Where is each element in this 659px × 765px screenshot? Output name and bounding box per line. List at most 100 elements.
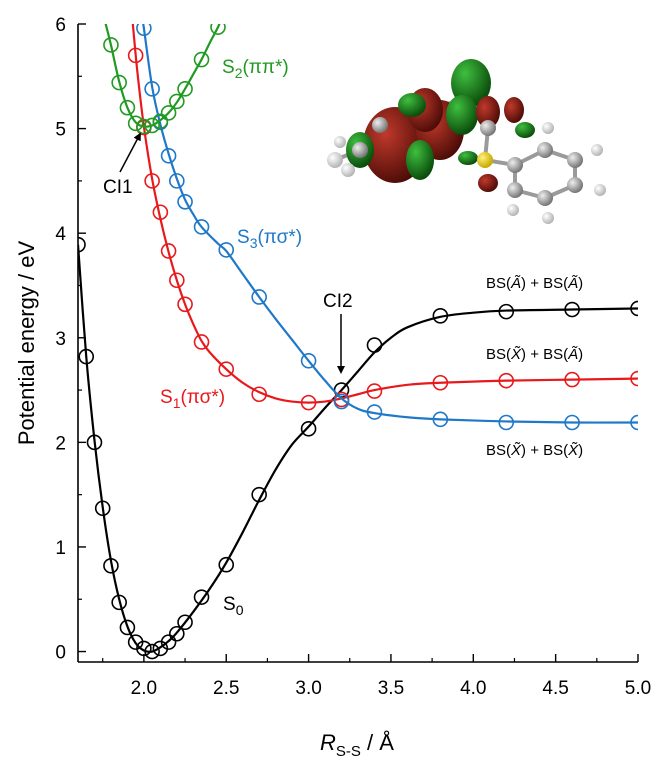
data-point-s0	[78, 236, 86, 253]
x-axis-title-subscript: S-S	[336, 743, 361, 760]
asym2-b: Ã	[567, 346, 578, 363]
data-point-s1	[366, 383, 383, 399]
x-axis-title-symbol: R	[320, 730, 336, 755]
ticks-layer: 2.0 2.5 3.0 3.5 4.0 4.5 5.0 0 1 2 3 4 5 6	[55, 15, 651, 699]
asym1-pre: BS(	[486, 275, 511, 292]
data-point-s3	[193, 219, 210, 235]
x-tick-label: 4.0	[460, 678, 486, 699]
data-point-s1	[144, 173, 160, 189]
asymptote-label-3: BS(X̃) + BS(X̃)	[486, 442, 583, 459]
ci1-arrow	[119, 132, 141, 173]
data-point-s1	[177, 296, 193, 313]
asym1-b: Ã	[567, 275, 578, 292]
x-axis-title: RS-S / Å	[320, 730, 394, 760]
data-point-s1	[218, 361, 235, 377]
asym2-post: )	[578, 346, 583, 363]
series-line-s0	[78, 244, 638, 653]
data-point-s1	[432, 374, 449, 391]
y-tick-label: 3	[55, 329, 66, 350]
asym2-a: X̃	[510, 346, 522, 363]
data-point-s0	[564, 301, 580, 318]
data-point-s0	[86, 434, 103, 451]
y-tick-label: 0	[55, 643, 66, 664]
data-point-s3	[136, 24, 152, 36]
data-point-s0	[78, 348, 95, 365]
series-label-s1: S1(πσ*)	[160, 387, 225, 411]
data-point-s3	[251, 289, 267, 305]
data-point-s0	[193, 589, 210, 605]
data-point-s2	[144, 117, 160, 134]
x-tick-label: 3.0	[295, 678, 321, 699]
data-point-s2	[160, 105, 177, 121]
asym3-post: )	[578, 442, 583, 459]
data-point-s0	[160, 634, 177, 650]
s1-label-sub: 1	[173, 395, 181, 411]
data-point-s2	[103, 37, 119, 53]
x-tick-label: 2.0	[131, 678, 157, 699]
data-point-s1	[193, 334, 210, 350]
data-point-s2	[193, 51, 210, 68]
data-point-s1	[498, 372, 515, 389]
asym2-pre: BS(	[486, 346, 511, 363]
data-point-s1	[630, 370, 638, 387]
data-point-s0	[630, 300, 638, 317]
ci1-label: CI1	[103, 177, 133, 198]
series-line-s2	[104, 24, 221, 128]
data-point-s0	[169, 625, 185, 642]
series-label-s2: S2(ππ*)	[222, 57, 289, 81]
s3-label-main: S	[237, 227, 250, 248]
y-axis-title: Potential energy / eV	[14, 241, 39, 446]
series-layer	[78, 24, 638, 660]
asym2-mid: ) + BS(	[521, 346, 568, 363]
s2-label-rest: (ππ*)	[242, 57, 288, 78]
x-tick-label: 2.5	[213, 678, 239, 699]
series-s0	[78, 236, 638, 660]
data-point-s3	[300, 352, 317, 369]
data-point-s3	[366, 404, 383, 420]
asym3-a: X̃	[510, 442, 522, 459]
series-label-s3: S3(πσ*)	[237, 227, 302, 251]
s1-label-main: S	[160, 387, 173, 408]
x-tick-label: 4.5	[542, 678, 568, 699]
asym3-mid: ) + BS(	[521, 442, 568, 459]
data-point-s2	[136, 118, 152, 135]
asym1-mid: ) + BS(	[521, 275, 568, 292]
data-point-s2	[177, 81, 193, 97]
data-point-s3	[144, 81, 160, 97]
data-point-s0	[432, 308, 449, 324]
data-point-s3	[498, 414, 515, 431]
data-point-s3	[630, 414, 638, 431]
series-line-s3	[142, 24, 638, 424]
data-point-s1	[251, 386, 267, 403]
y-tick-label: 6	[55, 15, 66, 36]
s0-label-main: S	[223, 594, 236, 615]
asym3-pre: BS(	[486, 442, 511, 459]
asymptote-label-2: BS(X̃) + BS(Ã)	[486, 346, 583, 363]
series-label-s0: S0	[223, 594, 244, 618]
data-point-s3	[160, 147, 177, 164]
y-tick-label: 5	[55, 120, 66, 141]
asym1-post: )	[578, 275, 583, 292]
data-point-s0	[218, 556, 235, 573]
s1-label-rest: (πσ*)	[180, 387, 225, 408]
data-point-s0	[111, 594, 127, 611]
s2-label-sub: 2	[235, 65, 243, 81]
series-s2	[103, 24, 226, 135]
data-point-s1	[127, 47, 144, 64]
data-point-s3	[177, 194, 193, 210]
data-point-s2	[127, 115, 144, 132]
data-point-s2	[169, 93, 185, 110]
data-point-s2	[152, 113, 169, 130]
data-point-s2	[210, 24, 226, 35]
data-point-s1	[564, 371, 580, 388]
x-tick-label: 5.0	[625, 678, 651, 699]
data-point-s1	[152, 204, 169, 221]
x-tick-label: 3.5	[378, 678, 404, 699]
series-s3	[136, 24, 638, 431]
s3-label-rest: (πσ*)	[257, 227, 302, 248]
asym1-a: Ã	[510, 275, 521, 292]
asymptote-label-1: BS(Ã) + BS(Ã)	[486, 275, 583, 292]
asym3-b: X̃	[567, 442, 579, 459]
data-point-s1	[169, 272, 185, 289]
series-s1	[127, 24, 638, 411]
